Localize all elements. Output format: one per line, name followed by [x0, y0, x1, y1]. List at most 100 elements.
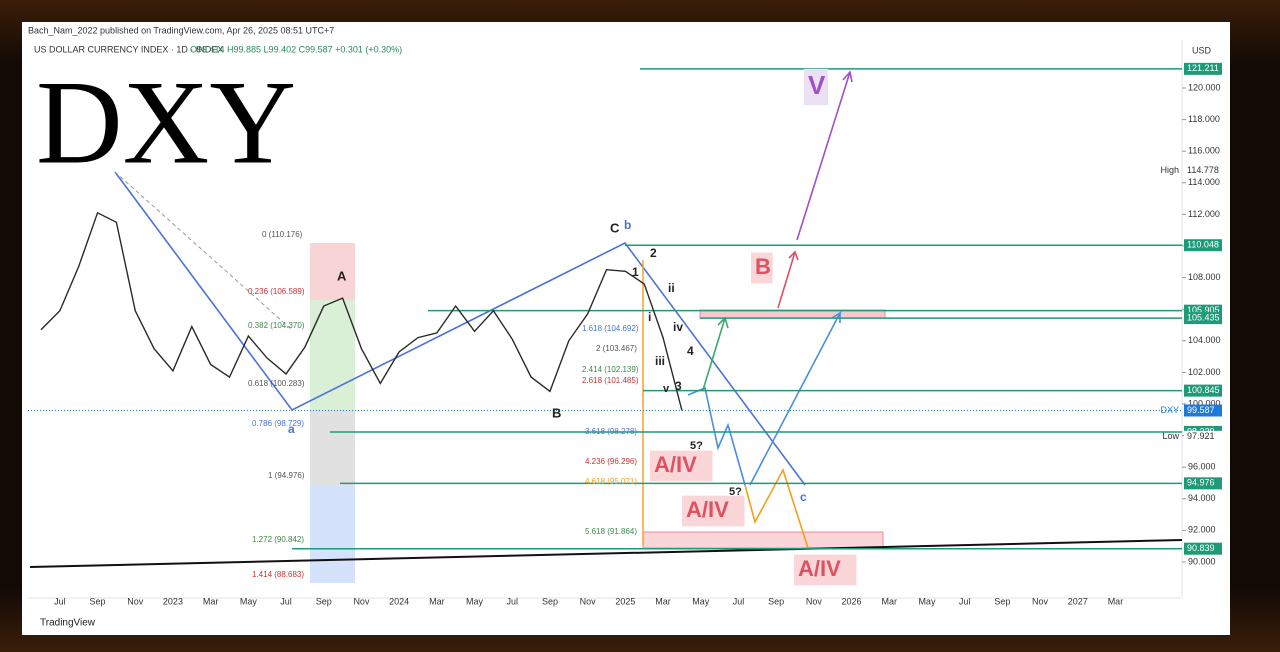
low-value: 97.921: [1187, 431, 1215, 441]
footer: TradingView: [40, 618, 96, 629]
x-tick-label: Sep: [316, 596, 332, 606]
label-bg: [650, 450, 713, 482]
annotation: 1.272 (90.842): [252, 535, 304, 544]
x-tick-label: Nov: [353, 596, 370, 606]
publisher: Bach_Nam_2022 published on TradingView.c…: [28, 25, 334, 35]
annotation: a: [288, 422, 295, 436]
zone: [310, 485, 355, 583]
drawings: [29, 70, 1183, 568]
x-tick-label: Mar: [882, 596, 898, 606]
level-badge: [1184, 312, 1222, 325]
y-tick-label: 114.000: [1188, 177, 1220, 187]
dashed-line: [114, 171, 293, 331]
y-tick-label: 104.000: [1188, 335, 1221, 345]
y-tick-label: 96.000: [1188, 462, 1216, 472]
level-label: 105.435: [1187, 312, 1220, 322]
annotation: B: [755, 254, 771, 279]
price-line: [40, 211, 683, 411]
x-tick-label: May: [466, 596, 484, 606]
x-tick-label: Jul: [959, 596, 971, 606]
ohlc: O99.414 H99.885 L99.402 C99.587 +0.301 (…: [190, 44, 402, 54]
x-tick-label: Sep: [542, 596, 558, 606]
annotation: v: [663, 383, 670, 395]
y-tick-label: 92.000: [1188, 525, 1216, 535]
x-tick-label: Jul: [54, 596, 66, 606]
annotation: A/IV: [798, 556, 841, 581]
x-tick-label: Jul: [506, 596, 518, 606]
annotation: 0.382 (104.370): [248, 321, 305, 330]
currency: USD: [1192, 45, 1212, 55]
zone: [642, 531, 884, 549]
x-tick-label: 2024: [389, 596, 409, 606]
y-tick-label: 102.000: [1188, 367, 1221, 377]
y-tick-label: 116.000: [1188, 146, 1220, 156]
wave-line: [114, 171, 806, 486]
x-tick-label: Nov: [580, 596, 597, 606]
x-tick-label: Nov: [1032, 596, 1049, 606]
x-tick-label: Mar: [655, 596, 671, 606]
fib-zone: [310, 243, 886, 583]
level-badge: [1184, 239, 1222, 252]
y-tick-label: 120.000: [1188, 82, 1221, 92]
x-tick-label: Jul: [280, 596, 292, 606]
level-label: 121.211: [1187, 63, 1219, 73]
x-tick-label: Mar: [1108, 596, 1124, 606]
annotation: V: [808, 70, 826, 100]
level-badge: [1184, 477, 1222, 490]
annotation: i: [648, 310, 651, 324]
annotation: 2: [650, 246, 657, 260]
annotation: 1: [632, 265, 639, 279]
y-tick-label: 108.000: [1188, 272, 1221, 282]
last-value: 99.587: [1187, 405, 1215, 415]
x-tick-label: Nov: [127, 596, 144, 606]
symbol: US DOLLAR CURRENCY INDEX · 1D · INDEX: [34, 44, 223, 54]
high-value: 114.778: [1187, 165, 1219, 175]
trendline: [29, 539, 1183, 568]
annotation: 0.786 (98.729): [252, 419, 304, 428]
high-name: High: [1160, 165, 1179, 175]
annotation: B: [552, 405, 561, 420]
annotation: c: [800, 490, 807, 504]
x-tick-label: Mar: [429, 596, 445, 606]
annotation: b: [624, 218, 631, 232]
level-label: 90.839: [1187, 543, 1215, 553]
arrow: [777, 250, 799, 309]
level-label: 110.048: [1187, 240, 1219, 250]
x-tick-label: 2027: [1068, 596, 1088, 606]
annotation: 0.618 (100.283): [248, 379, 305, 388]
annotation: 5?: [729, 486, 742, 498]
level-label: 105.905: [1187, 305, 1220, 315]
annotation: C: [610, 220, 620, 235]
chart-panel: [22, 22, 1230, 635]
y-tick-label: 100.000: [1188, 398, 1221, 408]
y-tick-label: 118.000: [1188, 114, 1220, 124]
annotation: 0 (110.176): [262, 230, 303, 239]
level-label: 100.845: [1187, 385, 1220, 395]
x-tick-label: Mar: [203, 596, 219, 606]
y-tick-label: 90.000: [1188, 556, 1216, 566]
annotation: 4.236 (96.296): [585, 457, 637, 466]
annotation: ii: [668, 281, 675, 295]
annotation: 0.236 (106.589): [248, 287, 305, 296]
zone: [310, 410, 355, 485]
x-tick-label: May: [240, 596, 258, 606]
annotation: 3.618 (98.278): [585, 427, 637, 436]
label-bg: [751, 252, 773, 284]
zone: [310, 300, 355, 410]
annotation: iii: [655, 354, 665, 368]
big-title: DXY: [36, 56, 296, 189]
annotation: 4: [687, 344, 694, 358]
annotation: iv: [673, 320, 683, 334]
annotation: A: [337, 268, 347, 283]
annotation: 5.618 (91.864): [585, 527, 637, 536]
high-badge: [1184, 164, 1222, 177]
arrow: [702, 316, 729, 391]
annotation: 1 (94.976): [268, 471, 305, 480]
x-tick-label: Sep: [994, 596, 1010, 606]
low-badge: [1184, 430, 1222, 443]
annotation: 1.618 (104.692): [582, 324, 639, 333]
annotation: 5?: [690, 440, 703, 452]
label-bg: [804, 68, 829, 106]
x-tick-label: May: [918, 596, 936, 606]
annotation: 2.618 (101.485): [582, 376, 639, 385]
